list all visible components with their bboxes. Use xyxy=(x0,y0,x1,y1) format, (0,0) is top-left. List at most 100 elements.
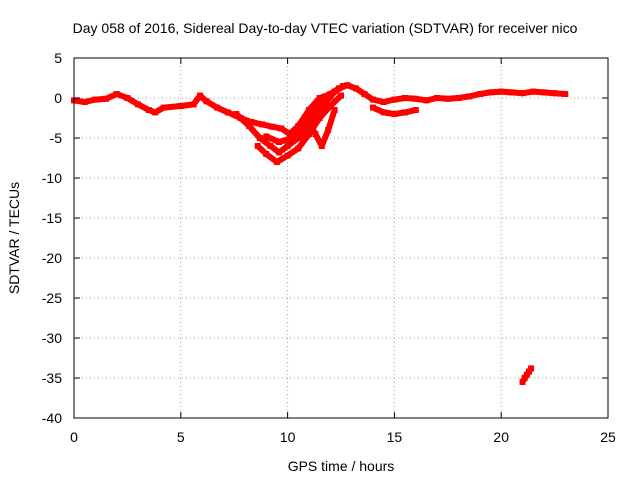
data-point xyxy=(273,159,280,165)
data-point xyxy=(476,91,483,97)
data-point xyxy=(284,143,291,149)
data-point xyxy=(444,95,451,102)
data-series xyxy=(71,82,569,385)
data-point xyxy=(248,119,255,125)
data-point xyxy=(258,121,265,128)
data-point xyxy=(305,107,312,113)
data-point xyxy=(498,88,505,95)
axis-ticks xyxy=(73,57,609,419)
x-tick-label: 10 xyxy=(280,429,296,445)
y-tick-label: -35 xyxy=(42,370,62,386)
y-tick-label: 5 xyxy=(54,50,62,66)
data-point xyxy=(233,111,240,117)
data-point xyxy=(263,133,270,140)
data-point xyxy=(523,371,530,378)
series-band-dip-3 xyxy=(263,93,334,145)
data-point xyxy=(113,91,120,97)
data-point xyxy=(276,149,283,156)
data-point xyxy=(380,99,387,105)
data-point xyxy=(402,109,409,116)
data-point xyxy=(278,125,285,132)
data-point xyxy=(246,123,253,129)
data-point xyxy=(160,104,167,111)
data-point xyxy=(402,95,409,101)
data-point xyxy=(466,93,473,100)
grid-lines xyxy=(74,58,608,418)
data-point xyxy=(352,85,359,92)
data-point xyxy=(305,119,312,125)
data-point xyxy=(276,139,283,145)
data-point xyxy=(391,111,398,117)
data-point xyxy=(455,95,462,101)
data-point xyxy=(423,97,430,104)
data-point xyxy=(380,109,387,116)
data-point xyxy=(256,135,263,141)
data-point xyxy=(288,135,295,141)
series-outlier-segment xyxy=(519,365,535,385)
data-point xyxy=(295,145,302,152)
data-point xyxy=(314,111,321,117)
data-point xyxy=(197,92,204,99)
data-point xyxy=(145,107,152,113)
data-point xyxy=(487,89,494,96)
data-point xyxy=(327,103,334,109)
data-point xyxy=(361,91,368,97)
y-tick-label: -10 xyxy=(42,170,62,186)
data-point xyxy=(540,89,547,96)
data-point xyxy=(316,115,323,121)
data-point xyxy=(519,379,526,385)
plot-frame xyxy=(73,57,609,419)
data-point xyxy=(177,103,184,109)
data-point xyxy=(551,90,558,97)
data-point xyxy=(224,109,231,116)
data-point xyxy=(103,95,110,102)
data-point xyxy=(295,135,302,141)
data-point xyxy=(370,96,377,103)
data-point xyxy=(318,143,325,149)
data-point xyxy=(331,107,338,113)
data-point xyxy=(269,123,276,130)
data-point xyxy=(525,368,532,375)
data-point xyxy=(412,107,419,113)
data-point xyxy=(305,131,312,137)
data-point xyxy=(327,93,334,100)
x-axis-label: GPS time / hours xyxy=(288,458,395,474)
data-point xyxy=(338,92,344,99)
x-tick-labels: 0 5 10 15 20 25 xyxy=(70,429,616,445)
data-point xyxy=(301,119,308,125)
chart-title: Day 058 of 2016, Sidereal Day-to-day VTE… xyxy=(73,20,578,36)
data-point xyxy=(316,95,323,101)
data-point xyxy=(519,90,526,97)
x-tick-label: 25 xyxy=(600,429,616,445)
y-axis-label: SDTVAR / TECUs xyxy=(6,182,22,294)
y-tick-labels: 5 0 -5 -10 -15 -20 -25 -30 -35 -40 xyxy=(42,50,62,426)
data-point xyxy=(286,131,293,137)
data-point xyxy=(331,88,338,95)
data-point xyxy=(152,109,159,116)
data-point xyxy=(135,101,142,108)
data-point xyxy=(254,143,261,149)
data-point xyxy=(312,131,319,137)
series-band-dip-4 xyxy=(305,107,338,149)
data-point xyxy=(92,96,99,103)
series-band-dip-2 xyxy=(254,92,344,165)
x-tick-label: 20 xyxy=(493,429,509,445)
y-tick-label: -30 xyxy=(42,330,62,346)
data-point xyxy=(124,95,131,101)
data-point xyxy=(521,375,528,381)
series-band-main xyxy=(71,82,569,137)
data-point xyxy=(284,152,291,159)
series-band-late xyxy=(370,104,419,117)
data-point xyxy=(344,82,351,89)
data-point xyxy=(562,91,569,97)
data-point xyxy=(340,83,347,89)
y-tick-label: 0 xyxy=(54,90,62,106)
data-point xyxy=(81,99,88,105)
x-tick-label: 0 xyxy=(70,429,78,445)
data-point xyxy=(370,104,377,111)
y-tick-label: -5 xyxy=(50,130,63,146)
data-point xyxy=(508,89,515,96)
data-point xyxy=(267,143,274,149)
y-tick-label: -25 xyxy=(42,290,62,306)
y-tick-label: -40 xyxy=(42,410,62,426)
